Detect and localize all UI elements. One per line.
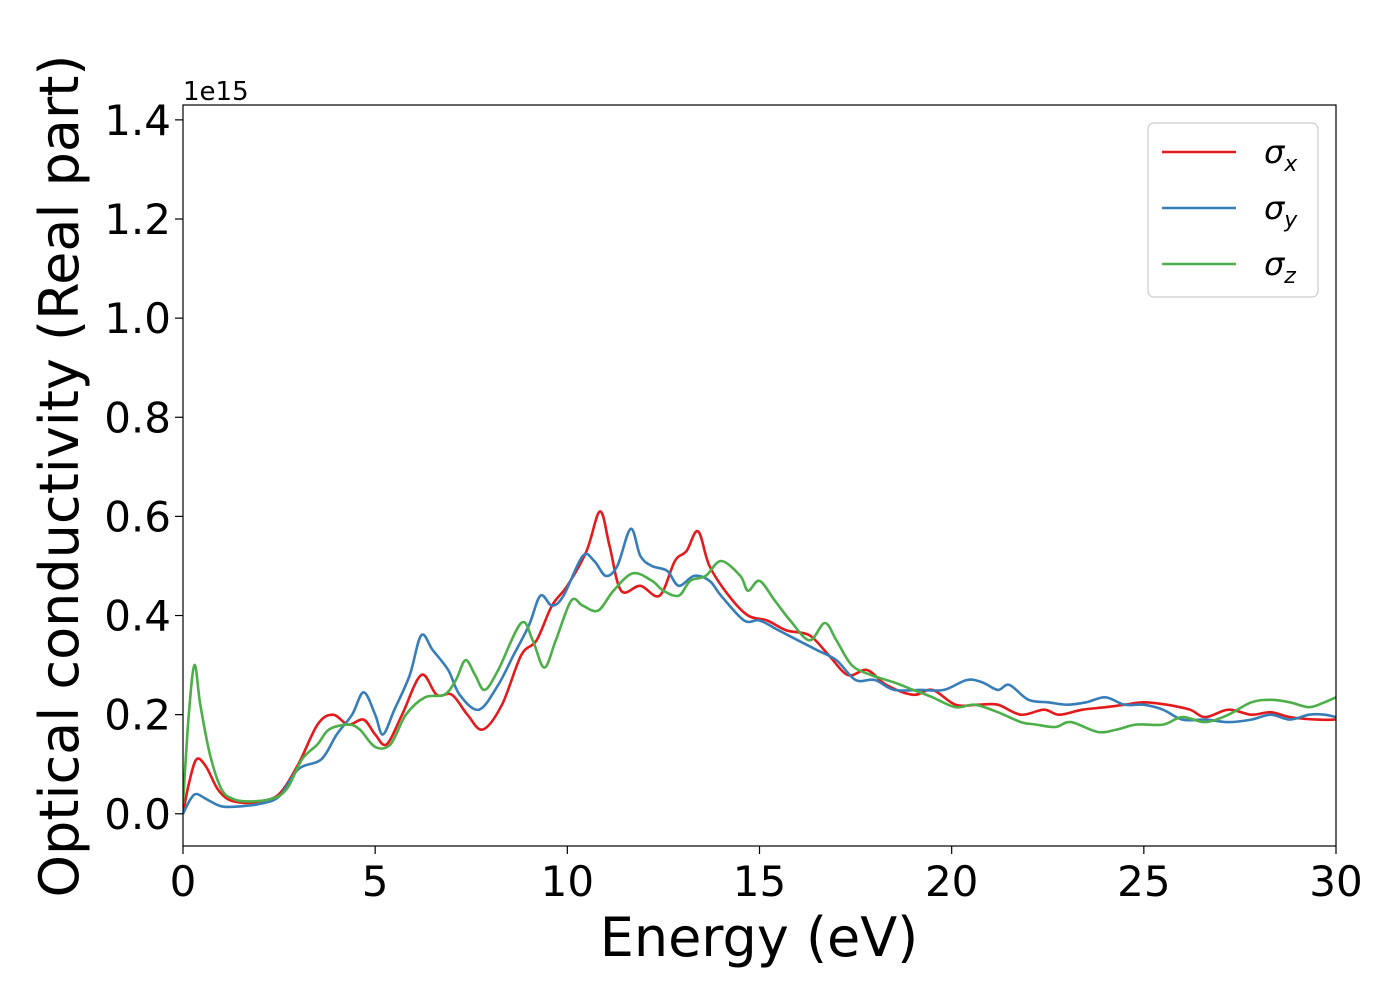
- y-tick-label: 0.6: [104, 492, 171, 541]
- x-tick-label: 5: [362, 857, 389, 906]
- y-tick-label: 0.4: [104, 592, 171, 641]
- x-tick-label: 15: [733, 857, 786, 906]
- plot-area: [183, 105, 1336, 846]
- y-axis-ticks: 0.0 0.2 0.4 0.6 0.8 1.0 1.2 1.4: [104, 96, 183, 839]
- x-tick-label: 30: [1309, 857, 1362, 906]
- series-layer: [183, 510, 1336, 815]
- y-tick-label: 1.4: [104, 96, 171, 145]
- y-tick-label: 1.0: [104, 294, 171, 343]
- x-tick-label: 10: [541, 857, 594, 906]
- series-line-sigma-x: [183, 510, 1336, 815]
- y-axis-label: Optical conductivity (Real part): [28, 55, 91, 898]
- series-line-sigma-y: [183, 527, 1336, 815]
- x-tick-label: 0: [170, 857, 197, 906]
- x-tick-label: 20: [925, 857, 978, 906]
- y-tick-label: 0.2: [104, 691, 171, 740]
- legend-frame: [1147, 122, 1319, 298]
- legend: σx σy σz: [1147, 122, 1319, 298]
- x-axis-ticks: 0 5 10 15 20 25 30: [170, 846, 1363, 906]
- x-tick-label: 25: [1117, 857, 1170, 906]
- y-offset-label: 1e15: [183, 77, 249, 107]
- legend-label-sigma-z: σz: [1264, 245, 1296, 289]
- y-tick-label: 0.8: [104, 393, 171, 442]
- y-tick-label: 0.0: [104, 790, 171, 839]
- y-tick-label: 1.2: [104, 195, 171, 244]
- legend-label-sigma-y: σy: [1264, 189, 1298, 233]
- legend-label-sigma-x: σx: [1264, 133, 1298, 177]
- series-line-sigma-z: [183, 559, 1336, 804]
- x-axis-label: Energy (eV): [600, 906, 919, 969]
